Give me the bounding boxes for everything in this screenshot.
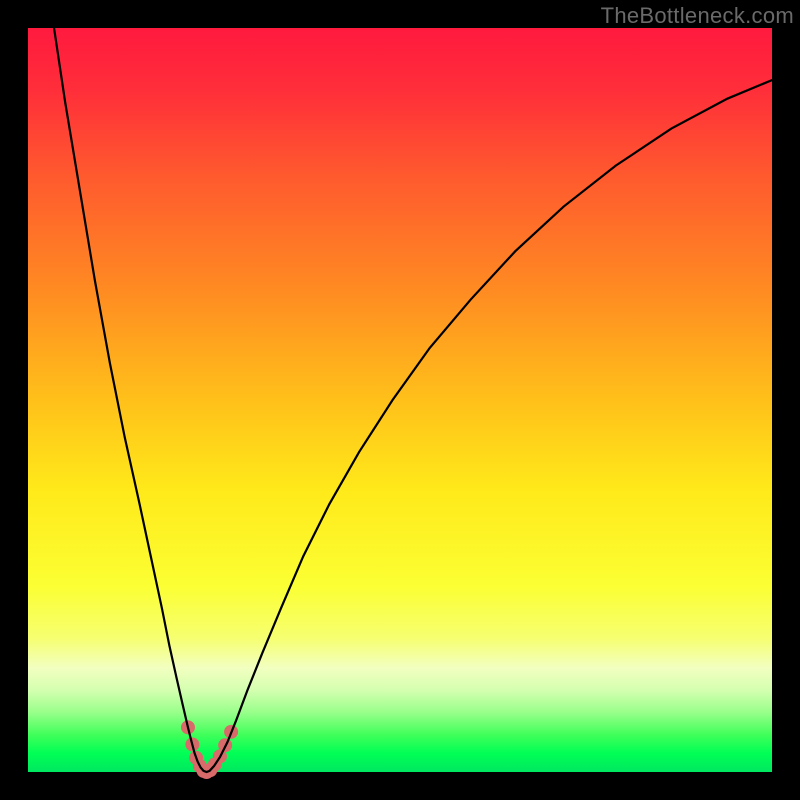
chart-container: TheBottleneck.com bbox=[0, 0, 800, 800]
watermark-text: TheBottleneck.com bbox=[601, 3, 794, 29]
chart-svg bbox=[0, 0, 800, 800]
plot-background bbox=[28, 28, 772, 772]
